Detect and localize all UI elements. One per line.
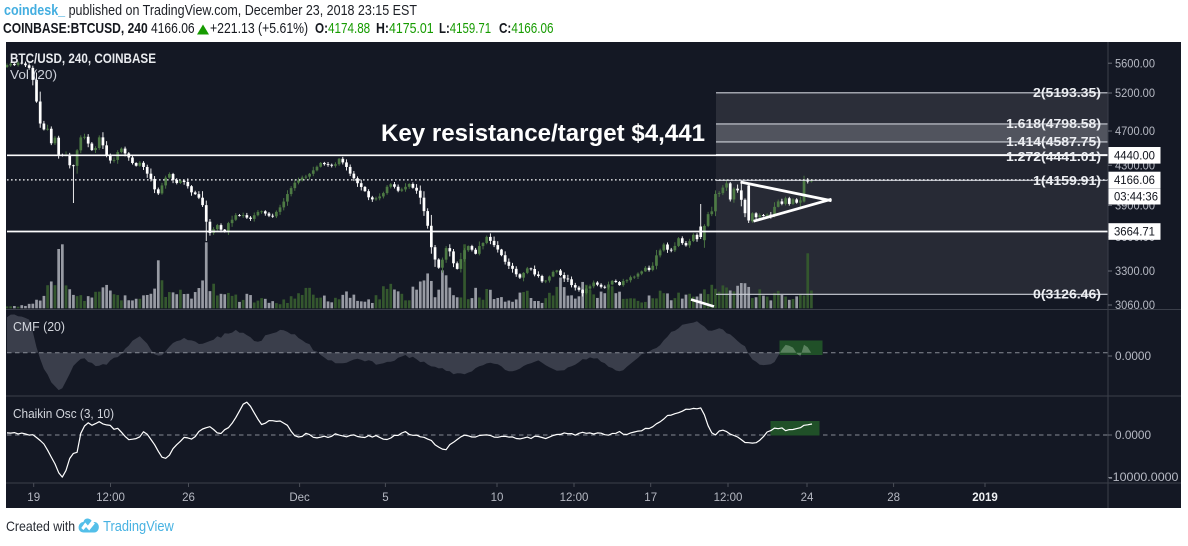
svg-text:12:00: 12:00 bbox=[560, 492, 589, 504]
svg-text:03:44:36: 03:44:36 bbox=[1114, 190, 1158, 204]
svg-text:2019: 2019 bbox=[972, 492, 998, 504]
svg-text:3060.00: 3060.00 bbox=[1115, 298, 1155, 312]
svg-text:4700.00: 4700.00 bbox=[1115, 124, 1155, 138]
svg-text:24: 24 bbox=[801, 492, 814, 504]
svg-text:12:00: 12:00 bbox=[714, 492, 743, 504]
svg-text:-10000.0000: -10000.0000 bbox=[1109, 470, 1179, 484]
svg-text:0.0000: 0.0000 bbox=[1115, 428, 1151, 442]
svg-text:19: 19 bbox=[27, 492, 40, 504]
svg-text:10: 10 bbox=[491, 492, 504, 504]
svg-text:17: 17 bbox=[644, 492, 657, 504]
svg-text:26: 26 bbox=[182, 492, 195, 504]
svg-text:4440.00: 4440.00 bbox=[1114, 149, 1155, 163]
svg-text:0.0000: 0.0000 bbox=[1115, 349, 1151, 363]
svg-text:0(3126.46): 0(3126.46) bbox=[1033, 287, 1101, 302]
svg-text:BTC/USD, 240, COINBASE: BTC/USD, 240, COINBASE bbox=[10, 51, 156, 66]
svg-text:Chaikin Osc (3, 10): Chaikin Osc (3, 10) bbox=[13, 406, 114, 421]
svg-text:3300.00: 3300.00 bbox=[1115, 264, 1155, 278]
svg-text:1.414(4587.75): 1.414(4587.75) bbox=[1006, 134, 1101, 149]
svg-text:12:00: 12:00 bbox=[96, 492, 125, 504]
svg-text:3664.71: 3664.71 bbox=[1114, 225, 1155, 239]
svg-text:1(4159.91): 1(4159.91) bbox=[1033, 173, 1101, 188]
svg-text:Vol (20): Vol (20) bbox=[10, 67, 57, 82]
svg-text:5200.00: 5200.00 bbox=[1115, 86, 1155, 100]
svg-text:2(5193.35): 2(5193.35) bbox=[1033, 85, 1101, 100]
svg-text:5600.00: 5600.00 bbox=[1115, 56, 1155, 70]
svg-text:5: 5 bbox=[382, 492, 388, 504]
svg-text:Dec: Dec bbox=[289, 492, 310, 504]
svg-text:28: 28 bbox=[887, 492, 900, 504]
svg-text:1.618(4798.58): 1.618(4798.58) bbox=[1006, 116, 1101, 131]
svg-text:CMF (20): CMF (20) bbox=[13, 319, 65, 334]
svg-text:Key resistance/target $4,441: Key resistance/target $4,441 bbox=[381, 120, 705, 147]
svg-text:1.272(4441.01): 1.272(4441.01) bbox=[1006, 149, 1101, 164]
svg-text:4166.06: 4166.06 bbox=[1114, 173, 1155, 187]
